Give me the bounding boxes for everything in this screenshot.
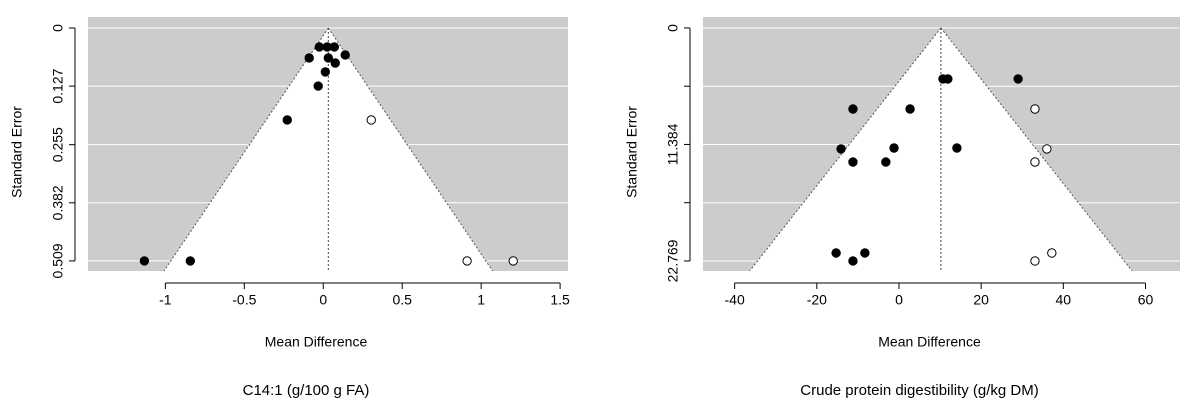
x-tick-label: 0.5 bbox=[392, 292, 412, 308]
x-tick-label: 0 bbox=[895, 292, 903, 308]
point bbox=[1030, 256, 1040, 266]
point bbox=[905, 104, 915, 114]
x-tick-label: -20 bbox=[807, 292, 827, 308]
point bbox=[139, 256, 150, 266]
point bbox=[952, 143, 962, 153]
point bbox=[943, 74, 953, 84]
y-axis-label: Standard Error bbox=[9, 106, 25, 198]
y-tick-label: 0 bbox=[665, 24, 681, 32]
x-tick-label: 20 bbox=[973, 292, 989, 308]
funnel-edge bbox=[327, 27, 494, 271]
point bbox=[848, 256, 858, 266]
plot-area bbox=[703, 17, 1180, 271]
y-tick-label: 0.382 bbox=[50, 185, 66, 220]
y-tick-label: 0.509 bbox=[50, 243, 66, 278]
y-tick-label: 0 bbox=[50, 24, 66, 32]
point bbox=[848, 104, 858, 114]
x-tick-label: 60 bbox=[1138, 292, 1154, 308]
x-tick-label: -1 bbox=[159, 292, 172, 308]
point bbox=[1030, 104, 1040, 114]
point bbox=[889, 143, 899, 153]
point bbox=[340, 50, 350, 60]
x-axis-label: Mean Difference bbox=[265, 334, 368, 350]
point bbox=[282, 115, 292, 125]
point bbox=[330, 58, 340, 68]
x-tick-label: 1.5 bbox=[550, 292, 570, 308]
y-axis-label: Standard Error bbox=[624, 106, 640, 198]
x-tick-label: -40 bbox=[725, 292, 745, 308]
funnel-edge bbox=[940, 27, 1133, 271]
point bbox=[366, 115, 376, 125]
point bbox=[314, 42, 325, 52]
y-tick-label: 0.127 bbox=[50, 68, 66, 103]
y-tick-label: 22.769 bbox=[665, 239, 681, 282]
point bbox=[1047, 248, 1057, 258]
point bbox=[1042, 144, 1052, 154]
y-tick-label: 11.384 bbox=[665, 123, 681, 165]
point bbox=[508, 256, 518, 266]
point bbox=[836, 144, 846, 154]
point bbox=[462, 256, 472, 266]
funnel-edge bbox=[163, 27, 329, 271]
point bbox=[1013, 74, 1023, 84]
point bbox=[1030, 157, 1040, 167]
point bbox=[304, 53, 314, 63]
point bbox=[848, 157, 858, 167]
chart-title: Crude protein digestibility (g/kg DM) bbox=[800, 382, 1038, 399]
chart-title: C14:1 (g/100 g FA) bbox=[243, 382, 370, 399]
point bbox=[320, 67, 331, 77]
point bbox=[831, 248, 841, 258]
x-axis-label: Mean Difference bbox=[878, 334, 981, 350]
point bbox=[329, 42, 340, 52]
point bbox=[323, 53, 334, 63]
x-tick-label: 1 bbox=[477, 292, 485, 308]
point bbox=[185, 256, 196, 266]
funnel-edge bbox=[749, 27, 942, 271]
x-tick-label: 0 bbox=[319, 292, 327, 308]
point bbox=[860, 248, 870, 258]
point bbox=[881, 157, 891, 167]
x-tick-label: 40 bbox=[1056, 292, 1072, 308]
x-tick-label: -0.5 bbox=[232, 292, 256, 308]
point bbox=[313, 81, 323, 91]
y-tick-label: 0.255 bbox=[50, 127, 66, 162]
